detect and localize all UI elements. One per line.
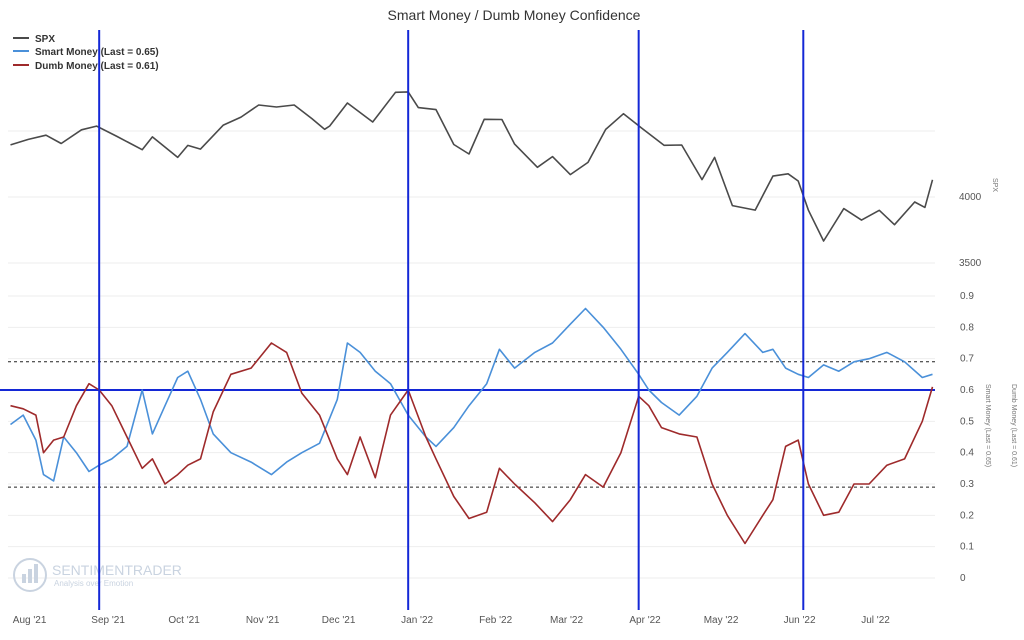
spx-tick-label: 4000: [959, 192, 982, 203]
smart-money-axis-title: Smart Money (Last = 0.65): [984, 384, 991, 467]
confidence-tick-label: 0.9: [960, 291, 974, 302]
legend-entry-spx: SPX: [35, 34, 55, 45]
confidence-tick-label: 0.8: [960, 322, 974, 333]
confidence-tick-label: 0.2: [960, 510, 974, 521]
chart-title: Smart Money / Dumb Money Confidence: [388, 7, 641, 23]
x-tick-label: Sep '21: [91, 615, 125, 626]
dumb-money-axis-title: Dumb Money (Last = 0.61): [1010, 384, 1017, 467]
watermark-tagline: Analysis over Emotion: [54, 579, 133, 588]
x-tick-label: Mar '22: [550, 615, 583, 626]
reference-lines: [0, 361, 935, 488]
series-layer: [10, 91, 934, 545]
x-tick-label: Feb '22: [479, 615, 512, 626]
x-tick-label: Jul '22: [861, 615, 890, 626]
x-tick-label: Dec '21: [322, 615, 356, 626]
legend: SPX Smart Money (Last = 0.65) Dumb Money…: [13, 34, 159, 72]
legend-entry-dumb-money: Dumb Money (Last = 0.61): [35, 61, 159, 72]
confidence-tick-label: 0.7: [960, 354, 974, 365]
confidence-tick-label: 0.1: [960, 542, 974, 553]
x-axis: Aug '21 Sep '21 Oct '21 Nov '21 Dec '21 Jan '…: [13, 615, 890, 626]
x-tick-label: May '22: [704, 615, 739, 626]
x-tick-label: Apr '22: [629, 615, 661, 626]
x-tick-label: Aug '21: [13, 615, 47, 626]
watermark: SENTIMENTRADER Analysis over Emotion: [13, 558, 182, 592]
spx-axis-title: SPX: [991, 178, 998, 192]
smart-money-line: [10, 307, 933, 482]
top-panel-gridlines: [8, 130, 935, 264]
spx-tick-label: 3500: [959, 258, 982, 269]
legend-entry-smart-money: Smart Money (Last = 0.65): [35, 47, 159, 58]
marker-lines: [98, 30, 805, 610]
dumb-money-line: [10, 342, 934, 545]
watermark-brand: SENTIMENTRADER: [52, 562, 182, 578]
bottom-y-axis: 0.9 0.8 0.7 0.6 0.5 0.4 0.3 0.2 0.1 0: [960, 291, 974, 584]
confidence-tick-label: 0.3: [960, 479, 974, 490]
confidence-tick-label: 0.4: [960, 448, 974, 459]
watermark-logo-icon: [13, 558, 47, 592]
x-tick-label: Nov '21: [246, 615, 280, 626]
confidence-tick-label: 0.6: [960, 385, 974, 396]
x-tick-label: Jan '22: [401, 615, 433, 626]
x-tick-label: Oct '21: [168, 615, 200, 626]
confidence-tick-label: 0: [960, 573, 966, 584]
top-y-axis: 4000 3500: [959, 192, 982, 269]
watermark-bar-icon: [28, 569, 32, 583]
watermark-bar-icon: [22, 574, 26, 583]
watermark-bar-icon: [34, 564, 38, 583]
spx-line: [10, 91, 934, 242]
confidence-tick-label: 0.5: [960, 416, 974, 427]
x-tick-label: Jun '22: [784, 615, 816, 626]
